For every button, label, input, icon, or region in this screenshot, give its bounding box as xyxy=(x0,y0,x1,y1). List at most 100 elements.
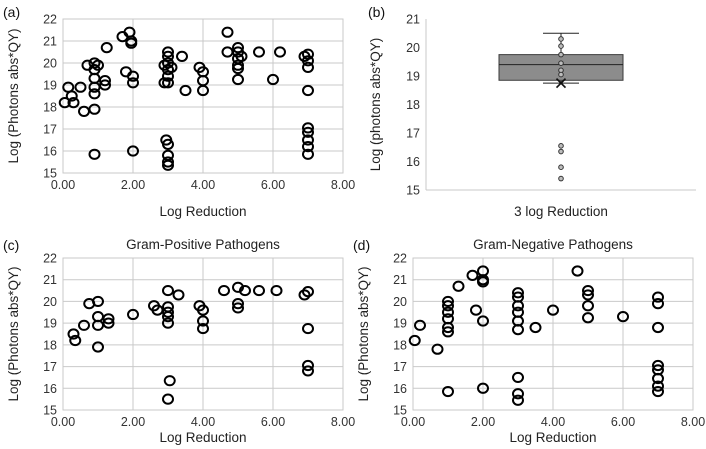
y-tick-label: 20 xyxy=(393,295,407,309)
data-point xyxy=(270,284,283,297)
y-tick-label: 18 xyxy=(406,98,420,112)
x-tick-label: 2.00 xyxy=(471,415,495,429)
data-point xyxy=(162,138,174,150)
data-point xyxy=(452,280,465,292)
x-axis-label: Log Reduction xyxy=(159,430,246,445)
y-tick-label: 18 xyxy=(43,338,57,352)
data-point xyxy=(158,77,171,89)
data-point xyxy=(558,51,564,58)
data-point xyxy=(652,380,664,392)
chart-title: Gram-Negative Pathogens xyxy=(473,237,633,252)
data-point xyxy=(197,322,209,335)
y-tick-label: 18 xyxy=(43,101,57,115)
data-point xyxy=(127,77,139,89)
data-point xyxy=(442,321,454,334)
data-point xyxy=(58,97,71,109)
data-point xyxy=(298,289,311,301)
x-axis-label: Log Reduction xyxy=(159,204,246,219)
panel-label: (a) xyxy=(3,4,20,20)
data-point xyxy=(162,393,174,405)
data-point xyxy=(78,319,90,331)
data-point xyxy=(127,308,139,321)
y-tick-label: 19 xyxy=(406,70,420,84)
data-point xyxy=(232,298,244,310)
data-point xyxy=(477,382,489,394)
y-tick-label: 22 xyxy=(393,252,407,266)
data-point xyxy=(162,156,174,168)
chart-title: Gram-Positive Pathogens xyxy=(126,237,280,252)
data-point xyxy=(466,269,479,281)
x-tick-label: 4.00 xyxy=(191,415,215,429)
data-point xyxy=(197,84,209,97)
y-tick-label: 21 xyxy=(43,273,57,287)
x-tick-label: 8.00 xyxy=(331,415,355,429)
data-point xyxy=(239,284,251,297)
data-point xyxy=(302,61,314,74)
data-point xyxy=(125,37,138,49)
data-point xyxy=(302,55,314,67)
x-tick-label: 0.00 xyxy=(401,415,425,429)
data-point xyxy=(163,375,176,387)
data-point xyxy=(442,326,454,338)
data-point xyxy=(652,298,664,310)
data-point xyxy=(221,26,234,38)
data-point xyxy=(67,328,80,340)
data-point xyxy=(67,97,80,109)
panel-label: (c) xyxy=(3,237,19,253)
data-point xyxy=(571,265,584,277)
y-tick-label: 21 xyxy=(406,13,420,27)
y-axis-label: Log (Photons abs*QY) xyxy=(6,28,21,163)
data-point xyxy=(232,73,244,86)
data-point xyxy=(127,145,139,157)
x-tick-label: 2.00 xyxy=(121,415,145,429)
data-point xyxy=(408,334,421,347)
data-point xyxy=(267,73,279,86)
data-point xyxy=(302,134,314,146)
data-point xyxy=(652,385,664,398)
data-point xyxy=(88,103,101,115)
data-point xyxy=(582,312,594,324)
x-tick-label: 4.00 xyxy=(191,178,215,192)
data-point xyxy=(162,159,174,171)
data-point xyxy=(512,394,524,406)
data-point xyxy=(274,46,286,58)
data-point xyxy=(302,286,314,298)
data-point xyxy=(414,319,426,331)
data-point xyxy=(69,334,82,347)
data-point xyxy=(232,302,244,314)
data-point xyxy=(162,306,174,318)
data-point xyxy=(221,46,234,58)
chart-panel-d: (d) Gram-Negative Pathogens Log (Photons a… xyxy=(353,237,705,445)
x-tick-label: 0.00 xyxy=(51,415,75,429)
x-tick-label: 8.00 xyxy=(681,415,705,429)
data-point xyxy=(558,164,564,170)
y-axis-label: Log (Photons abs*QY) xyxy=(6,266,21,401)
data-point xyxy=(197,315,209,327)
data-point xyxy=(162,311,174,323)
panel-label: (b) xyxy=(368,4,385,20)
y-tick-label: 15 xyxy=(43,167,57,181)
data-point xyxy=(162,317,174,329)
data-point xyxy=(302,359,314,372)
chart-panel-a: (a) Log (Photons abs*QY) Log Reduction 15 16… xyxy=(3,4,355,219)
y-tick-label: 16 xyxy=(406,155,420,169)
data-point xyxy=(652,291,664,303)
data-point xyxy=(179,84,192,97)
y-tick-label: 19 xyxy=(43,79,57,93)
y-tick-label: 17 xyxy=(43,360,57,374)
data-point xyxy=(232,62,244,75)
data-point xyxy=(547,304,559,316)
y-tick-label: 20 xyxy=(43,57,57,71)
data-point xyxy=(92,341,104,353)
data-point xyxy=(529,321,542,334)
y-tick-label: 17 xyxy=(406,127,420,141)
y-tick-label: 21 xyxy=(393,273,407,287)
y-tick-label: 22 xyxy=(43,252,57,266)
y-tick-label: 15 xyxy=(393,404,407,418)
y-axis-label: Log (photons abs*QY) xyxy=(368,38,383,172)
data-point xyxy=(558,148,564,155)
data-point xyxy=(162,46,174,58)
data-point xyxy=(558,175,564,182)
data-point xyxy=(617,311,629,323)
